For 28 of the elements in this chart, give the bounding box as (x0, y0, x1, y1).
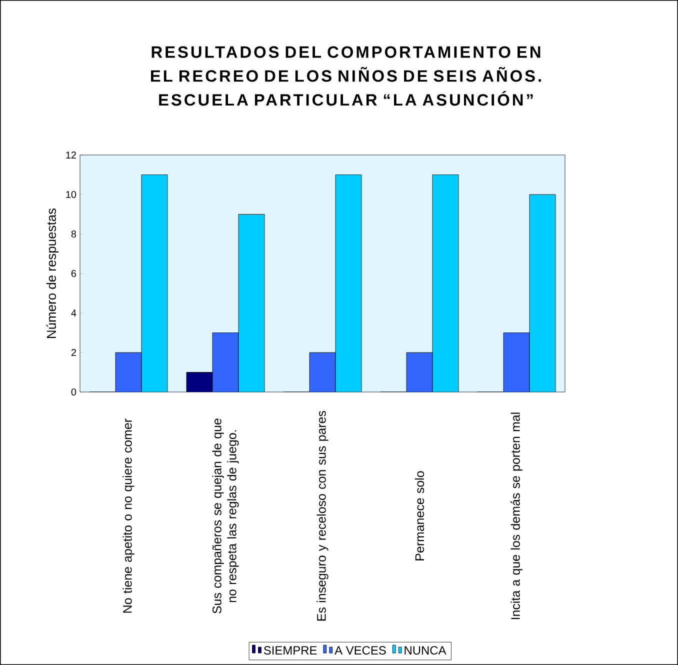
bar (406, 352, 433, 392)
bar (503, 332, 530, 392)
legend-label: SIEMPRE (264, 646, 317, 655)
x-tick-label: Incita a que los demás se porten mal (510, 412, 522, 620)
bar (186, 372, 212, 392)
bar (212, 332, 238, 392)
bar (238, 214, 264, 392)
legend-label: A VECES (334, 646, 386, 655)
y-tick-label: 4 (71, 310, 76, 316)
y-tick-label: 2 (71, 349, 76, 356)
x-tick-label: Es inseguro y receloso con sus pares (316, 410, 328, 621)
chart-title: RESULTADOS DEL COMPORTAMIENTO EN EL RECREO DE LOS NIÑOS DE SEIS AÑOS. ESCUELA PARTICULAR “LA ASUNCIÓN” (151, 46, 541, 106)
y-tick-label: 10 (66, 190, 76, 198)
y-tick-label: 0 (71, 388, 76, 396)
y-tick-label: 12 (66, 152, 76, 158)
bar (529, 194, 556, 392)
legend-label: NUNCA (404, 646, 446, 655)
bar (310, 352, 336, 392)
x-tick-label: No tiene apetito o no quiere comer (122, 418, 134, 613)
bar (336, 174, 362, 392)
bar (142, 174, 168, 392)
bar (432, 174, 459, 392)
y-tick-label: 8 (71, 230, 76, 238)
x-tick-label: Sus compañeros se quejan de que no respeta las reglas de juego. (212, 418, 239, 614)
y-axis-title: Número de respuestas (46, 208, 59, 338)
y-tick-label: 6 (71, 270, 76, 278)
x-tick-label: Permanece solo (414, 471, 424, 560)
bar (116, 352, 142, 392)
